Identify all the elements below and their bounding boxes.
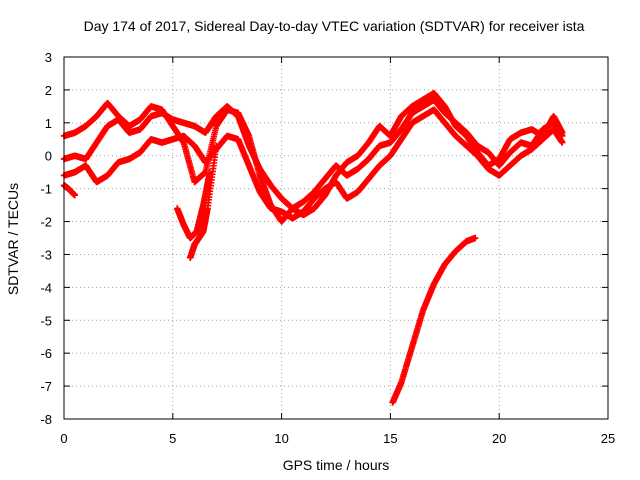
series-track-f	[187, 142, 220, 261]
y-tick-label: -1	[40, 182, 52, 197]
y-tick-label: -4	[40, 280, 52, 295]
y-tick-label: 2	[45, 83, 52, 98]
data-points	[60, 90, 566, 406]
y-tick-label: 0	[45, 149, 52, 164]
x-tick-label: 15	[383, 431, 397, 446]
x-tick-label: 10	[274, 431, 288, 446]
x-axis-title: GPS time / hours	[283, 457, 390, 473]
y-tick-label: 1	[45, 116, 52, 131]
series-track-d	[60, 182, 79, 199]
y-tick-label: -6	[40, 346, 52, 361]
plot-frame	[63, 56, 609, 420]
y-tick-label: -5	[40, 313, 52, 328]
data-point	[472, 234, 479, 242]
x-tick-label: 0	[60, 431, 67, 446]
data-point	[71, 192, 79, 199]
x-tick-label: 5	[169, 431, 176, 446]
series-track-g	[389, 234, 479, 406]
chart-title: Day 174 of 2017, Sidereal Day-to-day VTE…	[84, 18, 585, 34]
y-tick-label: -2	[40, 215, 52, 230]
series-track-b	[60, 96, 566, 212]
data-point	[559, 139, 566, 146]
data-point	[213, 142, 220, 150]
y-tick-label: -8	[40, 412, 52, 427]
x-tick-label: 20	[492, 431, 506, 446]
grid-lines	[64, 57, 608, 419]
y-tick-label: -3	[40, 247, 52, 262]
y-axis-title: SDTVAR / TECUs	[5, 183, 21, 295]
y-tick-label: -7	[40, 379, 52, 394]
y-tick-label: 3	[45, 50, 52, 65]
series-track-c	[60, 106, 566, 222]
x-tick-label: 25	[601, 431, 615, 446]
